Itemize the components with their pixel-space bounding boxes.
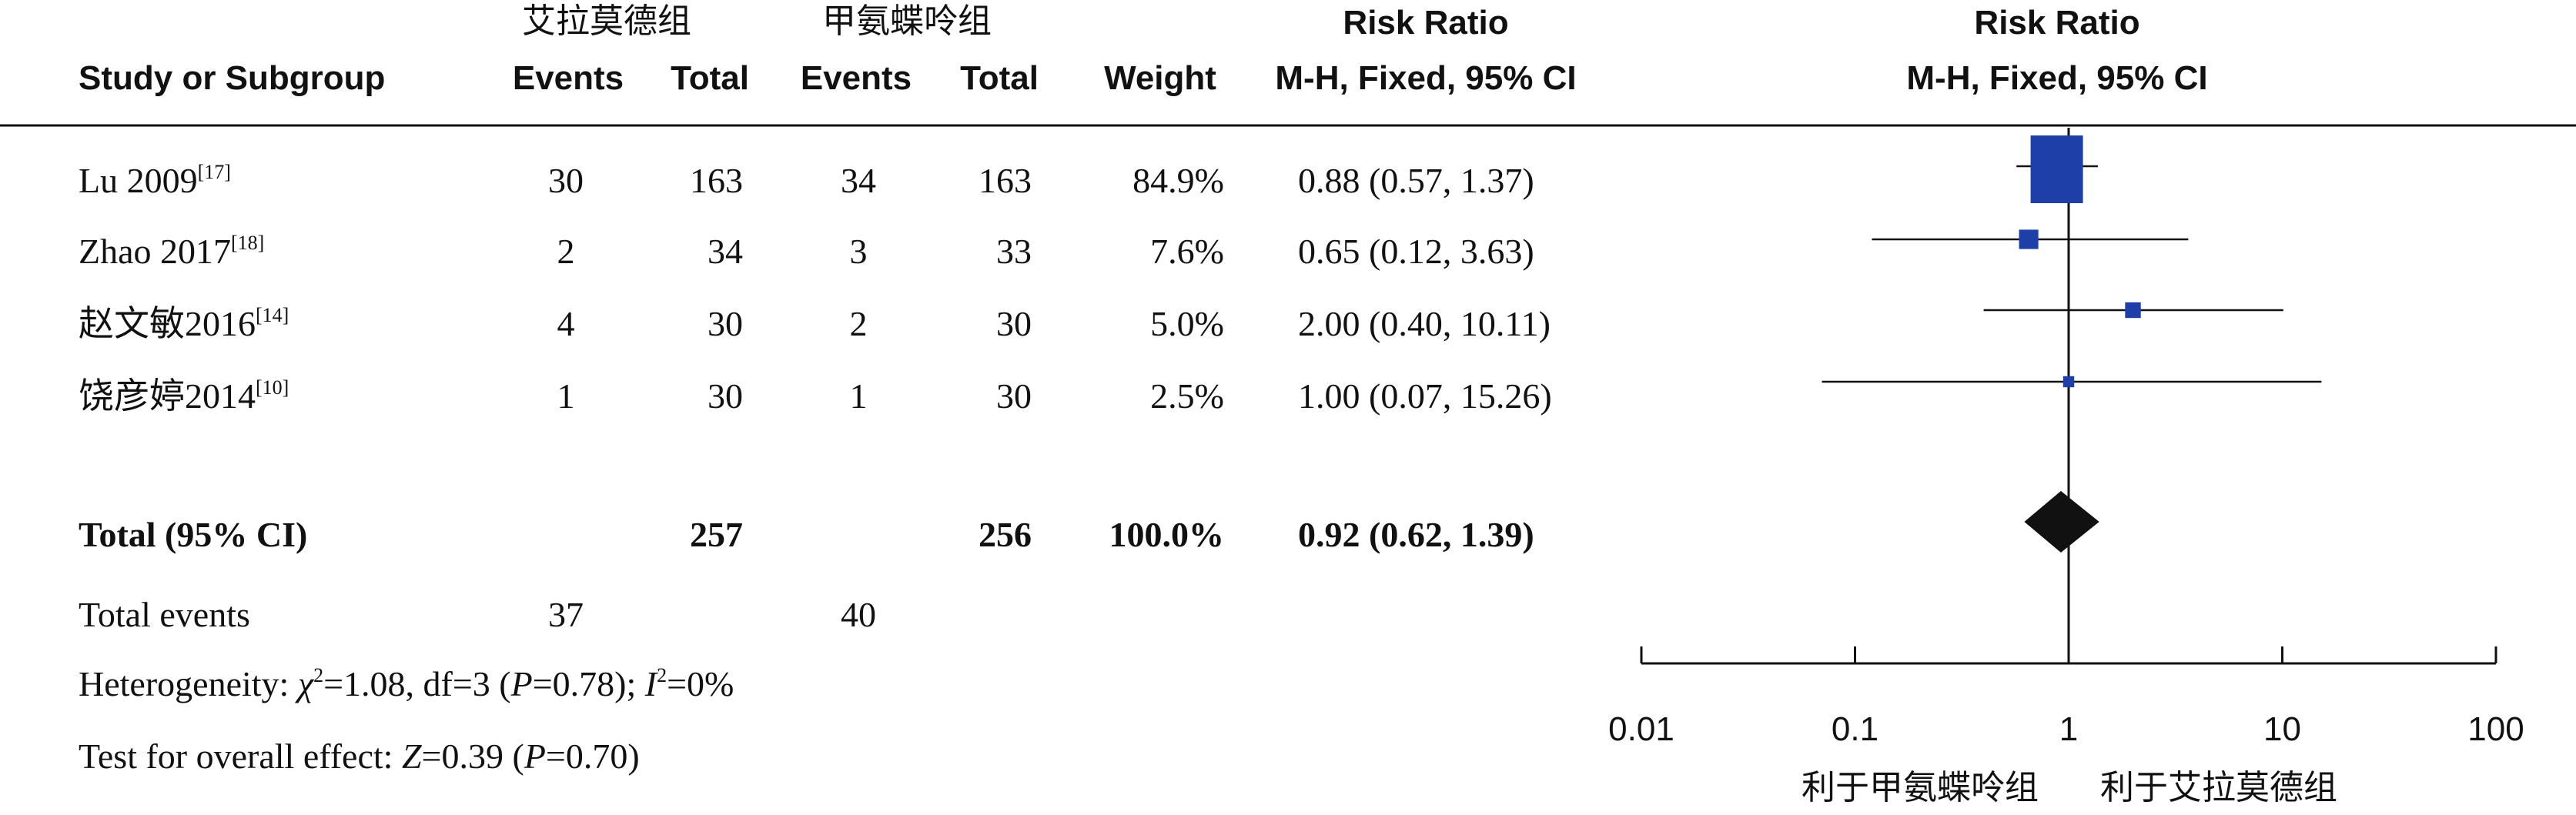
total1-cell: 30 (708, 376, 743, 416)
total1-header: Total (671, 59, 749, 97)
total1-cell: 30 (708, 304, 743, 343)
study-name: Zhao 2017[18] (79, 232, 265, 271)
x-tick-label: 0.1 (1832, 710, 1878, 748)
events1-cell: 30 (548, 161, 584, 200)
weight-header: Weight (1104, 59, 1216, 97)
rr-column-title: Risk Ratio (1343, 4, 1509, 42)
study-name: Lu 2009[17] (79, 161, 231, 200)
events2-cell: 2 (849, 304, 868, 343)
heterogeneity-text: Heterogeneity: χ2=1.08, df=3 (P=0.78); I… (79, 664, 734, 703)
events1-cell: 2 (557, 232, 575, 271)
x-tick-label: 10 (2263, 710, 2301, 748)
weight-cell: 84.9% (1132, 161, 1224, 200)
total2-cell: 163 (979, 161, 1032, 200)
ci-cell: 0.88 (0.57, 1.37) (1298, 161, 1534, 200)
ci-cell: 1.00 (0.07, 15.26) (1298, 376, 1552, 416)
total-label: Total (95% CI) (79, 515, 308, 554)
events1-cell: 1 (557, 376, 575, 416)
events2-cell: 3 (849, 232, 868, 271)
weight-cell: 2.5% (1150, 376, 1224, 416)
total1-value: 257 (690, 515, 743, 554)
x-tick-label: 1 (2059, 710, 2078, 748)
total-events1: 37 (548, 595, 584, 634)
events2-header: Events (800, 59, 912, 97)
total2-value: 256 (979, 515, 1032, 554)
rr-method-header: M-H, Fixed, 95% CI (1275, 59, 1577, 97)
total2-cell: 30 (996, 304, 1032, 343)
events2-cell: 1 (849, 376, 868, 416)
study-name: 赵文敏2016[14] (79, 304, 289, 343)
ci-cell: 0.65 (0.12, 3.63) (1298, 232, 1534, 271)
overall-effect-text: Test for overall effect: Z=0.39 (P=0.70) (79, 737, 640, 776)
plot-method-header: M-H, Fixed, 95% CI (1906, 59, 2208, 97)
study-marker (2062, 376, 2075, 388)
total1-cell: 163 (690, 161, 743, 200)
study-name: 饶彦婷2014[10] (79, 376, 289, 416)
events1-header: Events (512, 59, 624, 97)
group1-header: 艾拉莫德组 (522, 2, 691, 41)
total-ci: 0.92 (0.62, 1.39) (1298, 515, 1534, 554)
ci-cell: 2.00 (0.40, 10.11) (1298, 304, 1551, 343)
x-tick-label: 100 (2467, 710, 2524, 748)
total2-cell: 33 (996, 232, 1032, 271)
study-marker (2030, 135, 2083, 203)
total2-cell: 30 (996, 376, 1032, 416)
total-events-label: Total events (79, 595, 250, 634)
group2-header: 甲氨蝶呤组 (822, 2, 992, 41)
study-column-header: Study or Subgroup (79, 59, 386, 97)
study-marker (2019, 229, 2039, 249)
weight-cell: 7.6% (1150, 232, 1224, 271)
favours-right-label: 利于艾拉莫德组 (2100, 768, 2337, 807)
total-weight: 100.0% (1109, 515, 1225, 554)
total2-header: Total (960, 59, 1039, 97)
favours-left-label: 利于甲氨蝶呤组 (1802, 768, 2039, 807)
plot-title: Risk Ratio (1974, 4, 2140, 42)
total1-cell: 34 (708, 232, 743, 271)
events2-cell: 34 (841, 161, 876, 200)
pooled-diamond (2024, 491, 2099, 553)
study-marker (2125, 302, 2141, 319)
x-tick-label: 0.01 (1608, 710, 1674, 748)
weight-cell: 5.0% (1150, 304, 1224, 343)
events1-cell: 4 (557, 304, 575, 343)
total-events2: 40 (841, 595, 876, 634)
